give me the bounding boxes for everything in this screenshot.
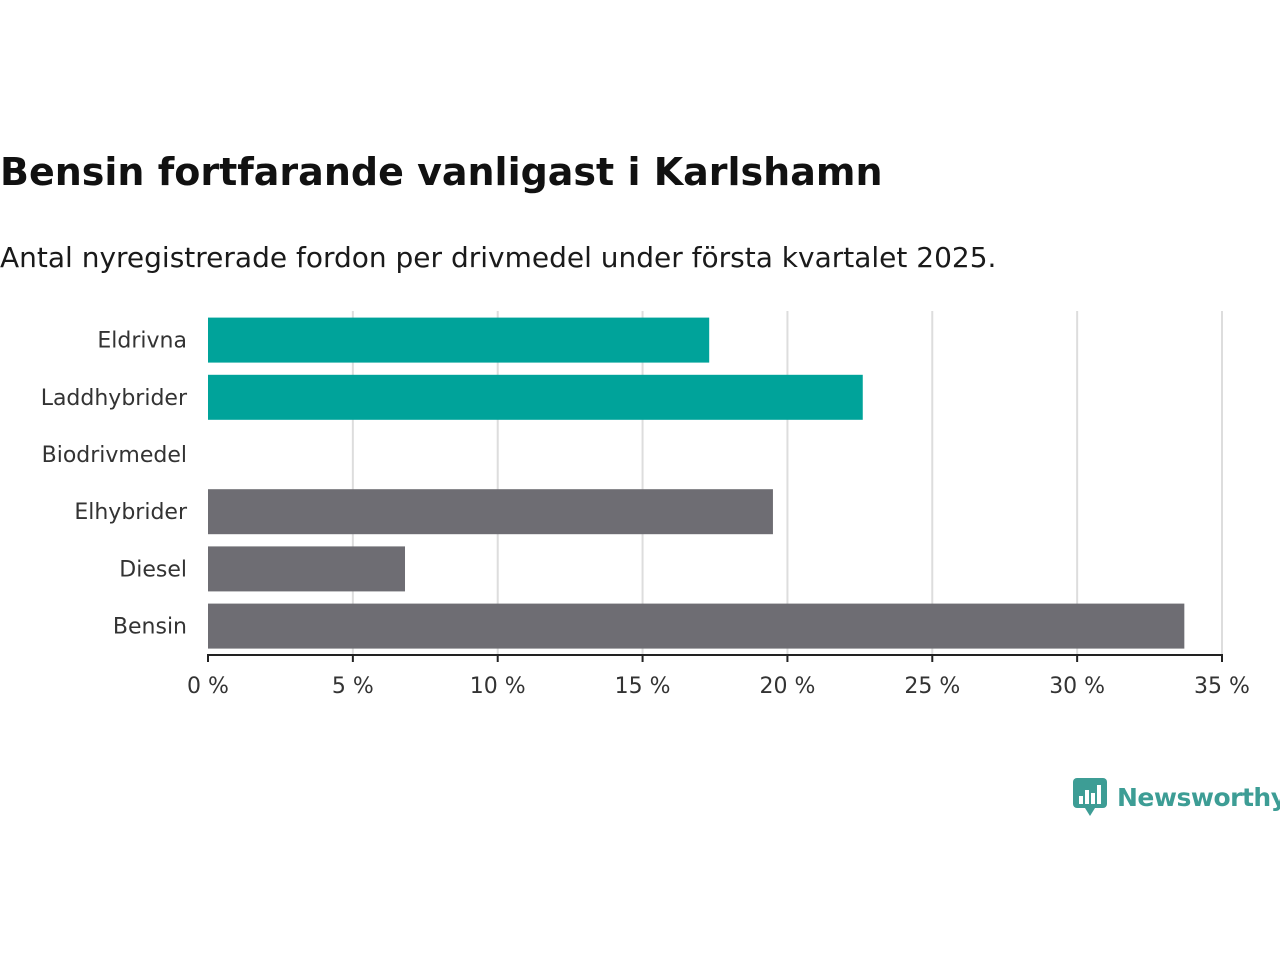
category-label: Eldrivna: [97, 329, 187, 354]
category-label: Bensin: [113, 615, 187, 640]
bars: [208, 317, 1185, 649]
bar: [208, 317, 710, 363]
x-tick-label: 25 %: [904, 674, 960, 699]
x-axis: 0 % 5 % 10 % 15 % 20 % 25 % 30 % 35 %: [187, 654, 1250, 699]
category-label: Biodrivmedel: [42, 443, 187, 468]
bar: [208, 603, 1185, 649]
category-label: Elhybrider: [74, 500, 188, 525]
category-label: Diesel: [119, 557, 187, 582]
bar: [208, 489, 773, 535]
x-tick-label: 15 %: [615, 674, 671, 699]
bar-chart-speech-bubble-icon: [1073, 778, 1107, 816]
category-labels: Eldrivna Laddhybrider Biodrivmedel Elhybrid…: [41, 329, 188, 640]
brand-name: Newsworthy: [1117, 782, 1280, 812]
x-tick-label: 35 %: [1194, 674, 1250, 699]
grid-lines: [351, 311, 1223, 655]
category-label: Laddhybrider: [41, 386, 188, 411]
chart-subtitle: Antal nyregistrerade fordon per drivmede…: [0, 241, 997, 274]
x-tick-label: 30 %: [1049, 674, 1105, 699]
chart-title: Bensin fortfarande vanligast i Karlshamn: [0, 150, 883, 194]
newsworthy-logo: Newsworthy: [1073, 775, 1280, 819]
x-tick-label: 0 %: [187, 674, 229, 699]
x-tick-label: 5 %: [332, 674, 374, 699]
x-tick-label: 20 %: [759, 674, 815, 699]
x-tick-label: 10 %: [470, 674, 526, 699]
bar: [208, 374, 863, 420]
bar: [208, 546, 406, 592]
